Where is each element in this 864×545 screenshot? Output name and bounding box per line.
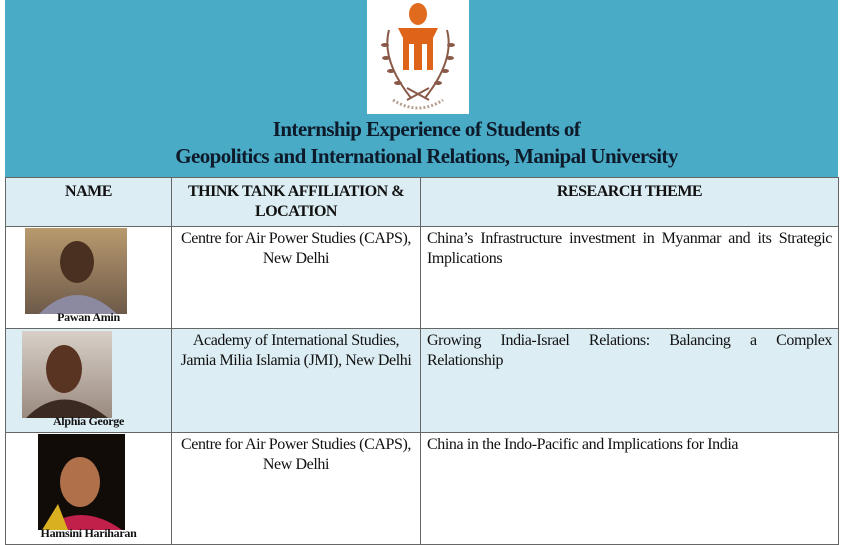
name-cell: Hamsini Hariharan (5, 432, 172, 545)
university-logo (367, 0, 469, 114)
name-cell: Pawan Amin (5, 226, 172, 329)
name-cell: Alphia George (5, 328, 172, 433)
column-header-name: NAME (5, 177, 172, 227)
theme-cell: China’s Infrastructure investment in Mya… (420, 226, 839, 329)
table-row: Hamsini Hariharan Centre for Air Power S… (5, 432, 839, 545)
column-header-affiliation: THINK TANK AFFILIATION & LOCATION (171, 177, 421, 227)
header-banner: Internship Experience of Students of Geo… (5, 0, 838, 177)
theme-cell: China in the Indo-Pacific and Implicatio… (420, 432, 839, 545)
person-silhouette-icon (26, 345, 108, 418)
internship-table: NAME THINK TANK AFFILIATION & LOCATION R… (5, 177, 839, 545)
table-row: Pawan Amin Centre for Air Power Studies … (5, 226, 839, 329)
table-row: Alphia George Academy of International S… (5, 328, 839, 433)
student-photo (22, 331, 112, 418)
page-title-line2: Geopolitics and International Relations,… (175, 144, 678, 168)
column-header-theme: RESEARCH THEME (420, 177, 839, 227)
manipal-logo-icon (381, 3, 455, 110)
page-title-line1: Internship Experience of Students of (272, 117, 581, 141)
student-photo (38, 434, 125, 530)
student-name: Alphia George (52, 414, 125, 428)
affiliation-cell: Centre for Air Power Studies (CAPS), New… (171, 226, 421, 329)
theme-cell: Growing India-Israel Relations: Balancin… (420, 328, 839, 433)
person-silhouette-icon (42, 457, 122, 530)
table-header-row: NAME THINK TANK AFFILIATION & LOCATION R… (5, 177, 839, 227)
person-silhouette-icon (39, 241, 117, 314)
student-name: Hamsini Hariharan (40, 526, 137, 540)
student-photo (25, 228, 127, 314)
affiliation-cell: Academy of International Studies, Jamia … (171, 328, 421, 433)
student-name: Pawan Amin (57, 310, 120, 324)
affiliation-cell: Centre for Air Power Studies (CAPS), New… (171, 432, 421, 545)
